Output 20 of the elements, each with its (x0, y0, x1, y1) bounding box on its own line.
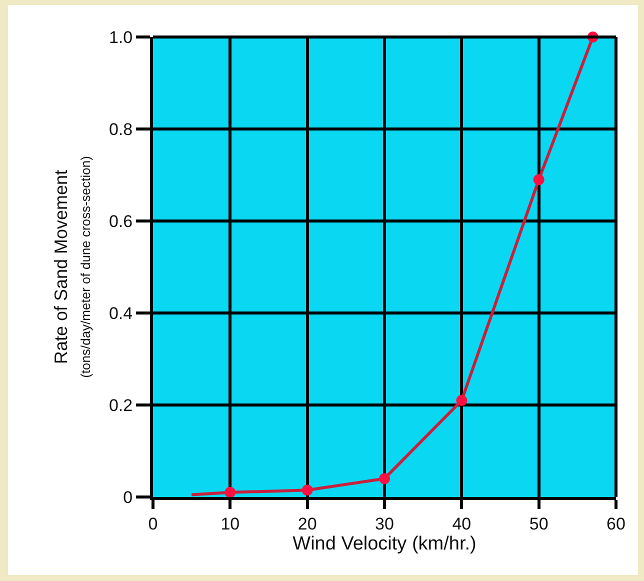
x-tick-label: 60 (606, 514, 626, 534)
point (533, 174, 544, 186)
y-tick-label: 1.0 (108, 28, 133, 47)
x-tick-label: 40 (452, 514, 472, 534)
x-tick-label: 20 (298, 514, 317, 534)
point (456, 394, 468, 406)
x-tick-label: 10 (220, 514, 240, 534)
x-tick-label: 30 (375, 514, 394, 534)
y-tick-label: 0.6 (108, 212, 133, 231)
y-tick-label: 0 (123, 488, 133, 507)
y-tick-label: 0.2 (108, 396, 133, 415)
x-tick-label: 50 (529, 514, 548, 534)
point (302, 484, 313, 496)
x-tick-label: 0 (148, 514, 158, 534)
point (379, 473, 390, 484)
y-tick-label: 0.4 (108, 304, 133, 323)
y-tick-label: 0.8 (108, 120, 133, 139)
point (224, 486, 236, 498)
y-axis-title: Rate of Sand Movement (tons/day/meter of dune cross-section) (50, 156, 94, 378)
x-axis-title: Wind Velocity (km/hr.) (292, 533, 476, 554)
